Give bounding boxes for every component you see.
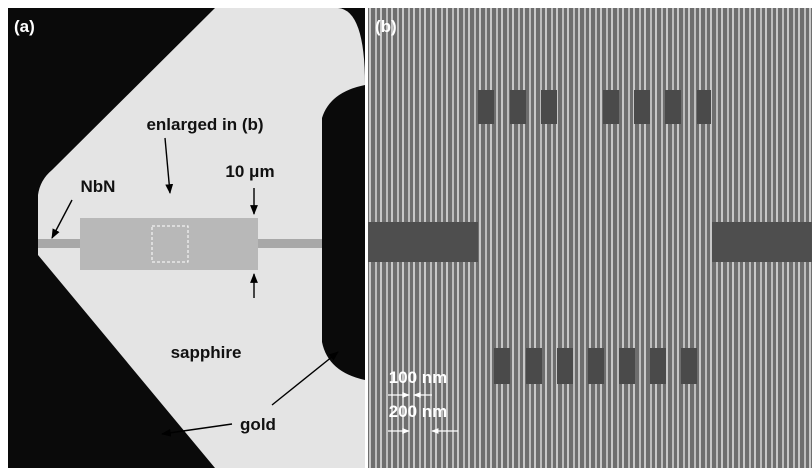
contact [368, 222, 478, 262]
scale-label: 200 nm [389, 402, 448, 421]
scale-label: 100 nm [389, 368, 448, 387]
annotation: NbN [81, 177, 116, 196]
annotation: 10 μm [225, 162, 274, 181]
panel-label: (a) [14, 17, 35, 36]
contact [712, 222, 812, 262]
annotation: enlarged in (b) [146, 115, 263, 134]
annotation: gold [240, 415, 276, 434]
figure: (a) enlarged in (b) 10 μm NbN sapphire g… [0, 0, 812, 468]
panel-a: (a) enlarged in (b) 10 μm NbN sapphire g… [8, 8, 365, 468]
panel-b [368, 8, 812, 468]
annotation: sapphire [171, 343, 242, 362]
panel-label: (b) [375, 17, 397, 36]
